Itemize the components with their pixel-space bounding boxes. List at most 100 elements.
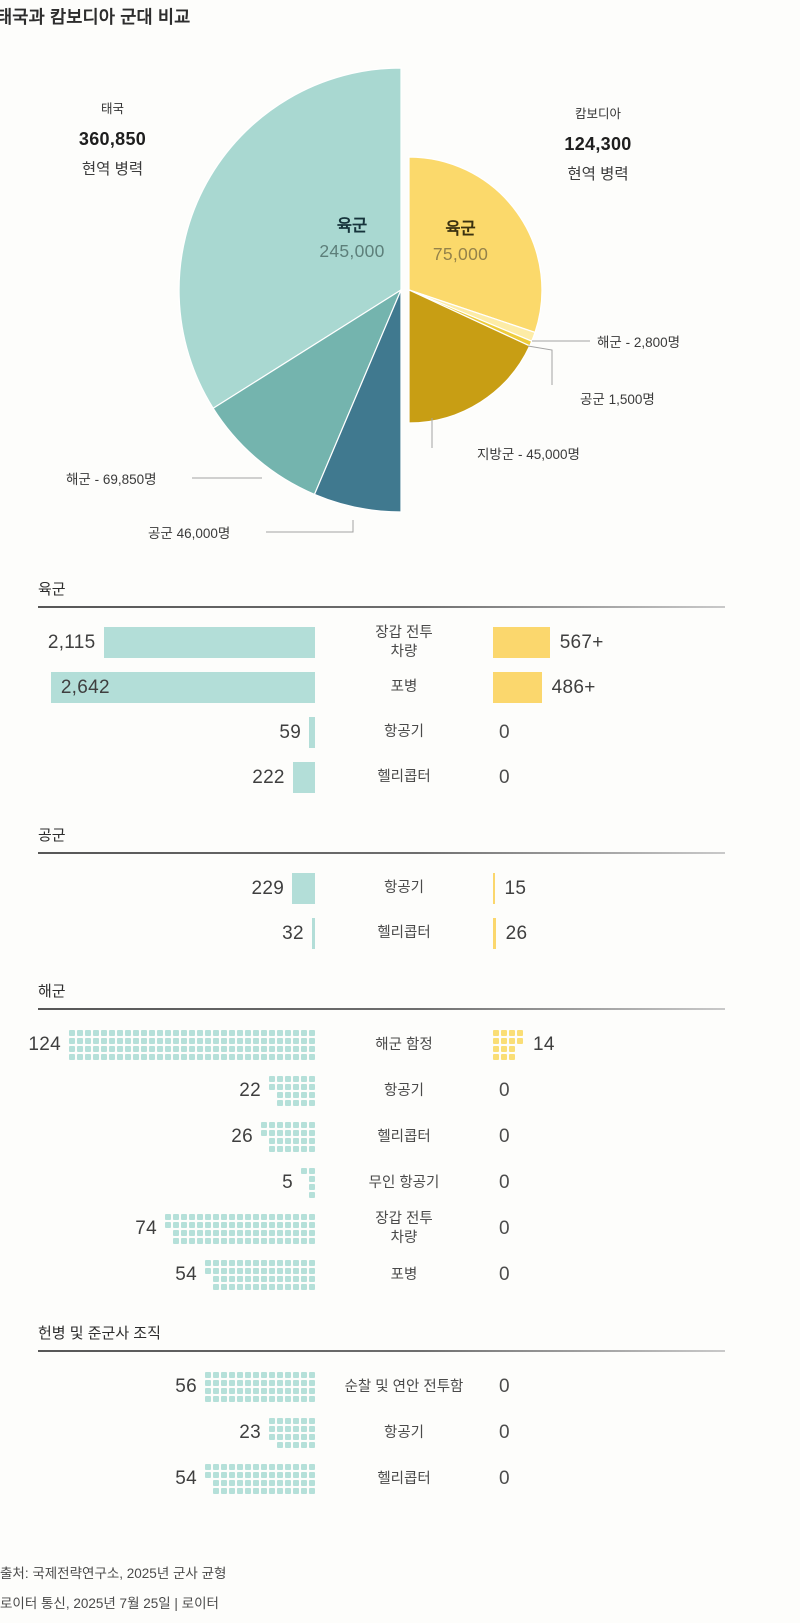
comparison-row: 59 항공기 0 (38, 710, 725, 755)
cambodia-value: 0 (499, 1422, 510, 1443)
cambodia-cell: 486+ (493, 672, 725, 703)
comparison-row: 5 무인 항공기 0 (38, 1160, 725, 1206)
section-divider (38, 1008, 725, 1010)
cambodia-value: 486+ (551, 676, 596, 698)
cambodia-airforce-leader (527, 345, 553, 385)
thailand-cell: 22 (38, 1076, 315, 1106)
comparison-row: 124 해군 함정 14 (28, 1022, 725, 1068)
thailand-cell: 32 (38, 918, 315, 949)
thailand-army-slice-label: 육군 245,000 (272, 212, 432, 262)
thailand-waffle (269, 1076, 315, 1106)
cambodia-slice-육군 (408, 156, 543, 334)
cambodia-value: 0 (499, 1126, 510, 1147)
thailand-cell: 2,642 (38, 672, 315, 703)
comparison-row: 74 장갑 전투 차량 0 (38, 1206, 725, 1252)
page-title: 태국과 캄보디아 군대 비교 (0, 7, 191, 27)
cambodia-cell: 15 (493, 873, 725, 904)
thailand-waffle (269, 1418, 315, 1448)
cambodia-cell: 0 (493, 1080, 725, 1102)
section-divider (38, 606, 725, 608)
thailand-total-caption: 현역 병력 (81, 161, 144, 178)
thailand-value: 26 (231, 1126, 253, 1147)
row-category-label: 포병 (390, 679, 418, 696)
row-category-label: 무인 항공기 (368, 1174, 440, 1191)
row-category-label: 항공기 (383, 880, 425, 897)
cambodia-total-value: 124,300 (564, 134, 632, 154)
thailand-bar (292, 762, 315, 793)
cambodia-value: 567+ (559, 631, 604, 653)
thailand-value: 32 (282, 922, 304, 944)
cambodia-cell: 0 (493, 1126, 725, 1148)
comparison-row: 2,115 장갑 전투 차량 567+ (38, 620, 725, 665)
cambodia-cell: 0 (493, 1468, 725, 1490)
half-pie-charts (178, 67, 590, 533)
comparison-row: 54 포병 0 (38, 1252, 725, 1298)
thailand-value: 2,115 (47, 631, 96, 653)
thailand-slice-공군 (313, 289, 402, 513)
cambodia-bar (493, 672, 542, 703)
cambodia-cell: 0 (493, 1376, 725, 1398)
cambodia-value: 0 (499, 1172, 510, 1193)
cambodia-value: 0 (499, 1468, 510, 1489)
cambodia-value: 0 (499, 766, 510, 788)
thailand-bar (103, 627, 315, 658)
cambodia-cell: 0 (493, 1172, 725, 1194)
cambodia-bar (493, 627, 550, 658)
comparison-row: 56 순찰 및 연안 전투함 0 (38, 1364, 725, 1410)
thailand-value: 222 (252, 766, 285, 788)
thailand-bar (309, 717, 315, 748)
thailand-cell: 229 (38, 873, 315, 904)
row-category-label: 포병 (390, 1266, 418, 1283)
section-title: 공군 (38, 827, 66, 844)
cambodia-value: 0 (499, 1218, 510, 1239)
cambodia-value: 0 (499, 1080, 510, 1101)
section-divider (38, 1350, 725, 1352)
thailand-value: 54 (175, 1468, 197, 1489)
thailand-airforce-callout: 공군 46,000명 (148, 526, 231, 541)
thailand-total-block: 태국 360,850 현역 병력 (35, 98, 190, 179)
thailand-cell: 54 (38, 1464, 315, 1494)
cambodia-country-label: 캄보디아 (574, 107, 621, 121)
thailand-bar (292, 873, 315, 904)
thailand-cell: 54 (38, 1260, 315, 1290)
row-category-label: 장갑 전투 차량 (375, 1211, 433, 1246)
cambodia-cell: 14 (493, 1030, 725, 1060)
comparison-row: 23 항공기 0 (38, 1410, 725, 1456)
comparison-row: 229 항공기 15 (38, 866, 725, 911)
cambodia-total-block: 캄보디아 124,300 현역 병력 (518, 103, 678, 184)
row-category-label: 헬리콥터 (377, 1128, 431, 1145)
comparison-sections: 육군 2,115 장갑 전투 차량 567+ 2,642 포병 486+ 59 항공기 0 222 헬… (28, 581, 725, 1502)
comparison-row: 54 헬리콥터 0 (38, 1456, 725, 1502)
cambodia-bar (493, 918, 496, 949)
thailand-value: 5 (282, 1172, 293, 1193)
thailand-value: 229 (251, 877, 285, 899)
thailand-cell: 124 (28, 1030, 315, 1060)
cambodia-total-caption: 현역 병력 (567, 166, 629, 183)
cambodia-waffle (493, 1030, 523, 1060)
thailand-bar: 2,642 (50, 672, 315, 703)
cambodia-cell: 0 (493, 767, 725, 789)
cambodia-cell: 0 (493, 1422, 725, 1444)
thailand-cell: 2,115 (38, 627, 315, 658)
thailand-slice-육군 (178, 67, 402, 410)
thailand-country-label: 태국 (100, 102, 124, 116)
row-category-label: 장갑 전투 차량 (375, 624, 433, 660)
thailand-cell: 74 (38, 1214, 315, 1244)
thailand-waffle (205, 1372, 315, 1402)
comparison-row: 22 항공기 0 (38, 1068, 725, 1114)
row-category-label: 헬리콥터 (377, 925, 431, 942)
credit-line: 로이터 통신, 2025년 7월 25일 | 로이터 (0, 1596, 219, 1611)
thailand-waffle (165, 1214, 315, 1244)
comparison-row: 32 헬리콥터 26 (38, 911, 725, 956)
thailand-value: 2,642 (60, 676, 110, 698)
thailand-slice-해군 (212, 288, 403, 496)
cambodia-bar (493, 873, 495, 904)
row-category-label: 해군 함정 (375, 1036, 433, 1053)
thailand-cell: 5 (38, 1168, 315, 1198)
thailand-bar (311, 918, 315, 949)
comparison-row: 2,642 포병 486+ (38, 665, 725, 710)
thailand-value: 54 (175, 1264, 197, 1285)
row-category-label: 순찰 및 연안 전투함 (344, 1378, 464, 1395)
thailand-cell: 26 (38, 1122, 315, 1152)
